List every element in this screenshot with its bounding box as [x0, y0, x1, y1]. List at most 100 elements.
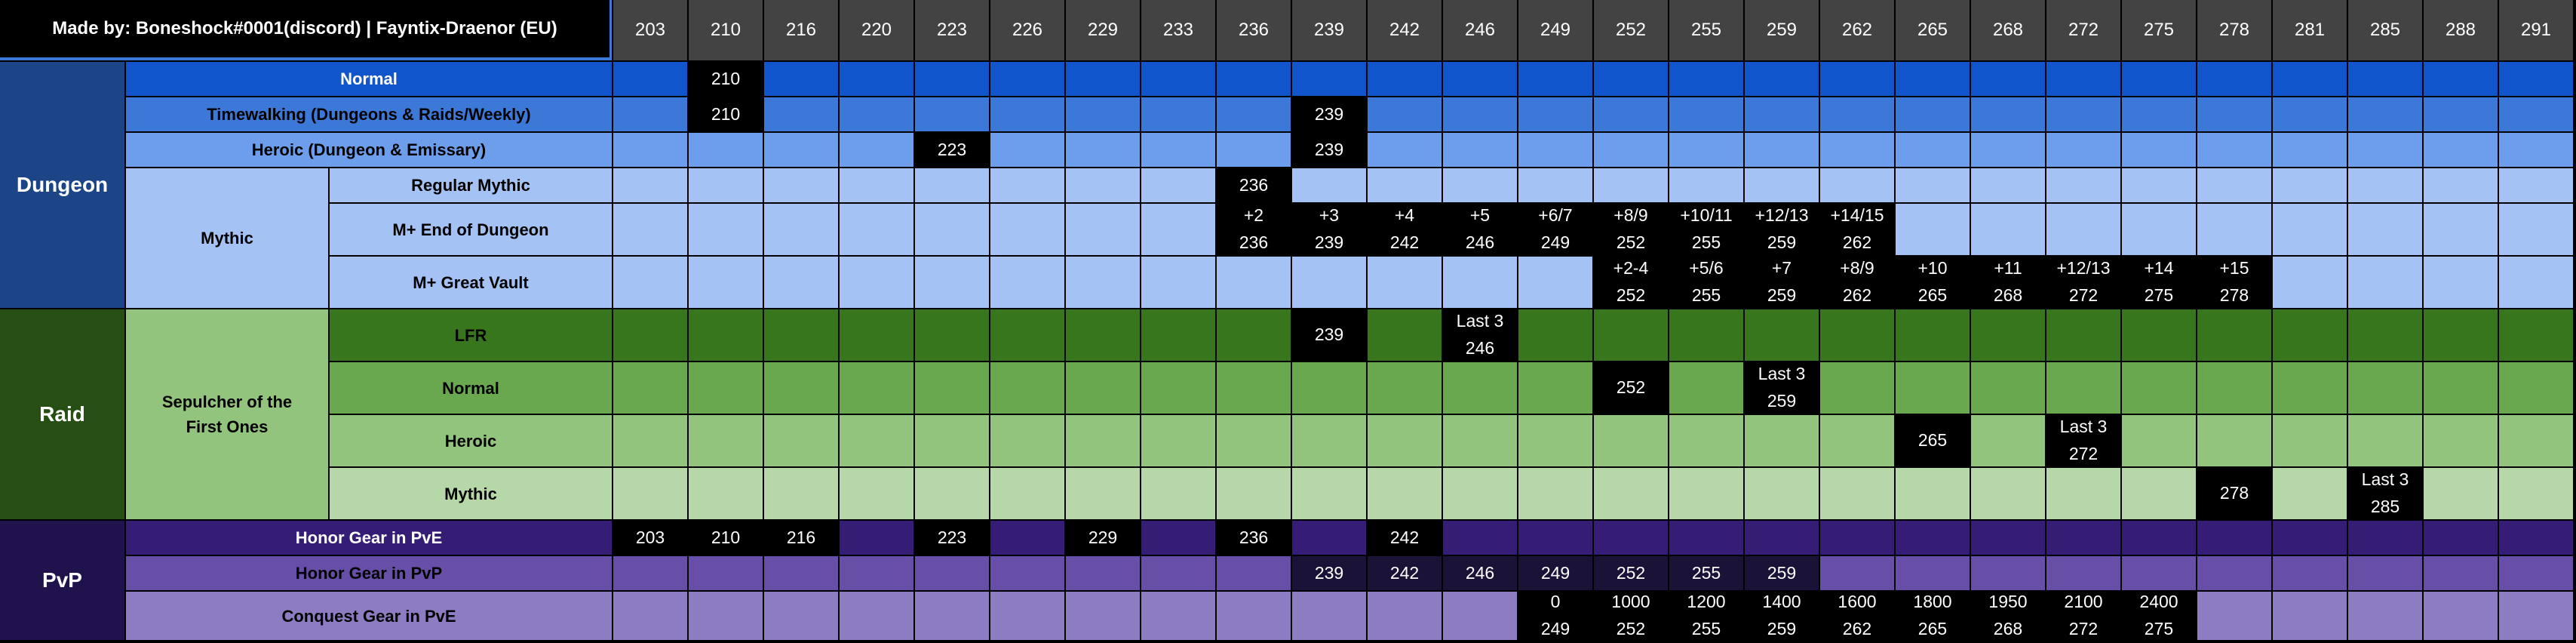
ilvl-cell	[840, 592, 913, 640]
ilvl-cell	[689, 362, 763, 414]
ilvl-cell	[2424, 97, 2498, 131]
ilvl-cell	[764, 592, 838, 640]
ilvl-cell	[689, 415, 763, 466]
ilvl-cell	[689, 257, 763, 308]
ilvl-cell	[2348, 309, 2422, 361]
row-label: LFR	[330, 309, 612, 361]
ilvl-cell-highlighted: Last 3 259	[1745, 362, 1819, 414]
ilvl-cell-highlighted: 2100 272	[2046, 592, 2120, 640]
ilvl-cell	[1217, 309, 1291, 361]
ilvl-cell	[915, 168, 989, 202]
ilvl-cell	[1896, 133, 1970, 167]
ilvl-cell	[2424, 62, 2498, 96]
ilvl-cell	[2348, 556, 2422, 590]
ilvl-cell-highlighted: +15 278	[2197, 257, 2271, 308]
ilvl-cell	[764, 257, 838, 308]
ilvl-cell	[1066, 362, 1140, 414]
ilvl-cell	[1971, 521, 2045, 555]
ilvl-cell	[1368, 309, 1442, 361]
ilvl-cell	[990, 521, 1064, 555]
ilvl-cell	[1745, 97, 1819, 131]
ilvl-cell	[2348, 521, 2422, 555]
ilvl-cell-highlighted: 252	[1594, 556, 1668, 590]
ilvl-cell-highlighted: +14/15 262	[1820, 204, 1894, 255]
ilvl-cell	[1141, 415, 1215, 466]
ilvl-cell-highlighted: +5 246	[1443, 204, 1517, 255]
ilvl-cell-highlighted: 236	[1217, 168, 1291, 202]
column-header-ilvl: 285	[2348, 0, 2422, 60]
ilvl-cell	[1820, 415, 1894, 466]
row-label: Regular Mythic	[330, 168, 612, 202]
ilvl-cell	[613, 592, 687, 640]
ilvl-cell	[764, 97, 838, 131]
ilvl-cell	[2424, 168, 2498, 202]
ilvl-cell	[1292, 362, 1366, 414]
column-header-ilvl: 233	[1141, 0, 1215, 60]
ilvl-cell	[2046, 62, 2120, 96]
ilvl-cell-highlighted: 252	[1594, 362, 1668, 414]
ilvl-cell	[1971, 309, 2045, 361]
ilvl-cell	[1820, 468, 1894, 519]
ilvl-cell	[915, 362, 989, 414]
column-header-ilvl: 210	[689, 0, 763, 60]
ilvl-cell	[1141, 468, 1215, 519]
ilvl-cell	[2197, 204, 2271, 255]
ilvl-cell	[1896, 97, 1970, 131]
ilvl-cell	[2046, 97, 2120, 131]
ilvl-cell-highlighted: 223	[915, 521, 989, 555]
ilvl-cell-highlighted: 249	[1518, 556, 1592, 590]
ilvl-cell-highlighted: 1000 252	[1594, 592, 1668, 640]
column-header-ilvl: 216	[764, 0, 838, 60]
category-raid: Raid	[0, 309, 124, 519]
ilvl-cell	[2424, 309, 2498, 361]
ilvl-cell	[990, 415, 1064, 466]
ilvl-cell	[1292, 168, 1366, 202]
column-header-ilvl: 229	[1066, 0, 1140, 60]
ilvl-cell	[2122, 133, 2196, 167]
ilvl-cell	[1820, 556, 1894, 590]
ilvl-cell	[1971, 62, 2045, 96]
ilvl-cell	[915, 592, 989, 640]
ilvl-cell	[1745, 133, 1819, 167]
ilvl-cell	[1518, 415, 1592, 466]
row-label: M+ Great Vault	[330, 257, 612, 308]
ilvl-cell	[990, 168, 1064, 202]
ilvl-cell-highlighted: 242	[1368, 521, 1442, 555]
ilvl-cell	[2046, 204, 2120, 255]
ilvl-cell-highlighted: 255	[1669, 556, 1743, 590]
ilvl-cell	[689, 592, 763, 640]
ilvl-cell	[1518, 168, 1592, 202]
ilvl-cell-highlighted: +10 265	[1896, 257, 1970, 308]
ilvl-cell-highlighted: 239	[1292, 97, 1366, 131]
ilvl-cell-highlighted: +10/11 255	[1669, 204, 1743, 255]
ilvl-cell	[2197, 97, 2271, 131]
ilvl-cell	[2197, 362, 2271, 414]
ilvl-cell	[2424, 556, 2498, 590]
ilvl-cell	[1292, 62, 1366, 96]
ilvl-cell-highlighted: Last 3 272	[2046, 415, 2120, 466]
ilvl-cell	[1669, 362, 1743, 414]
ilvl-cell	[1669, 133, 1743, 167]
row-label: Heroic	[330, 415, 612, 466]
column-header-ilvl: 252	[1594, 0, 1668, 60]
ilvl-cell	[1141, 521, 1215, 555]
ilvl-cell	[1518, 521, 1592, 555]
row-label: Honor Gear in PvE	[126, 521, 612, 555]
ilvl-cell	[1594, 415, 1668, 466]
ilvl-cell	[1669, 468, 1743, 519]
ilvl-cell	[764, 556, 838, 590]
ilvl-cell-highlighted: 210	[689, 521, 763, 555]
ilvl-cell	[1066, 133, 1140, 167]
ilvl-cell	[1669, 62, 1743, 96]
ilvl-cell	[1443, 415, 1517, 466]
column-header-ilvl: 239	[1292, 0, 1366, 60]
ilvl-cell	[1518, 133, 1592, 167]
ilvl-cell	[1745, 521, 1819, 555]
column-header-ilvl: 249	[1518, 0, 1592, 60]
ilvl-cell	[915, 468, 989, 519]
ilvl-cell-highlighted: 1950 268	[1971, 592, 2045, 640]
ilvl-cell	[1217, 97, 1291, 131]
ilvl-cell	[1217, 592, 1291, 640]
ilvl-cell	[689, 133, 763, 167]
ilvl-cell	[840, 362, 913, 414]
